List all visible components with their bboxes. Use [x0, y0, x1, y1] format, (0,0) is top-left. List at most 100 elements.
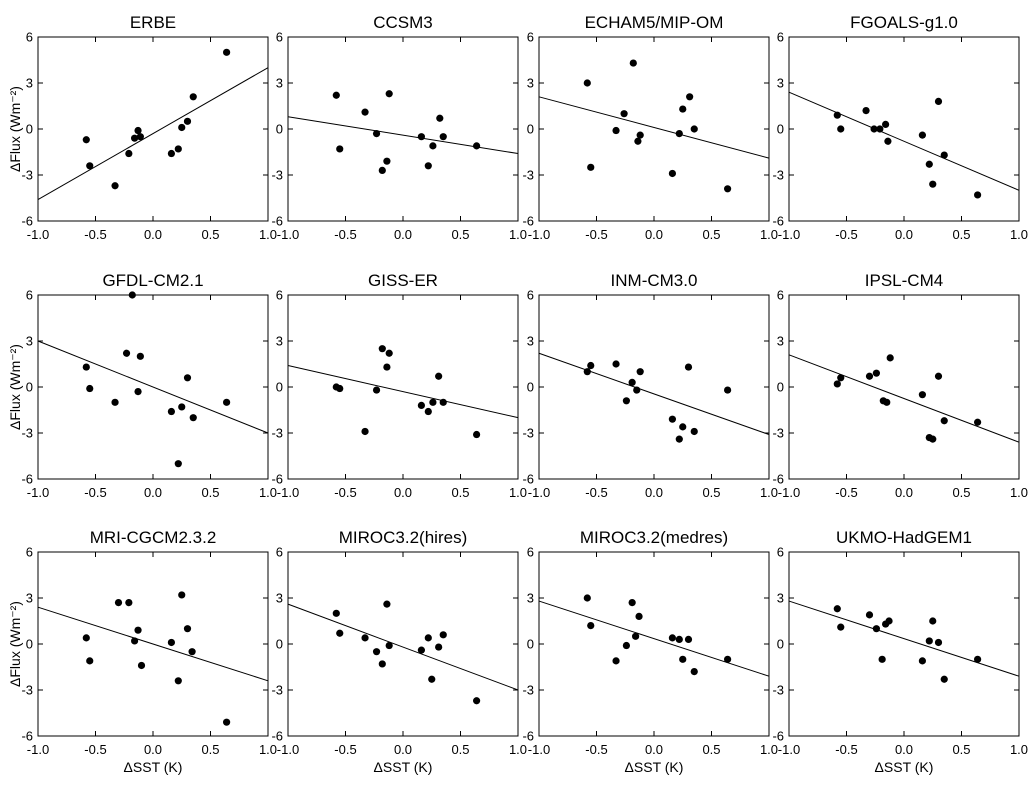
y-tick-label: 6: [527, 30, 534, 45]
panel-title: UKMO-HadGEM1: [836, 528, 972, 547]
x-tick-label: 1.0: [259, 227, 277, 242]
y-tick-label: 0: [26, 122, 33, 137]
data-point: [837, 125, 845, 133]
y-tick-label: 3: [527, 76, 534, 91]
plot-frame: [788, 36, 1020, 222]
data-point: [872, 625, 881, 633]
data-point: [435, 643, 443, 651]
y-tick-label: 6: [777, 30, 784, 45]
data-point: [884, 137, 892, 145]
y-tick-label: 0: [527, 637, 534, 652]
plot-frame: [287, 294, 519, 480]
data-point: [940, 417, 948, 425]
data-point: [865, 611, 874, 619]
x-tick-label: 0.5: [451, 227, 469, 242]
x-tick-label: -0.5: [585, 227, 607, 242]
x-tick-label: 0.5: [451, 485, 469, 500]
x-tick-label: 0.5: [952, 485, 970, 500]
data-point: [332, 609, 340, 617]
data-point: [918, 657, 927, 665]
data-point: [385, 641, 393, 650]
panel-title: ECHAM5/MIP-OM: [585, 13, 724, 32]
data-point: [636, 368, 644, 376]
x-tick-label: 0.5: [201, 742, 219, 757]
data-point: [189, 414, 197, 422]
x-tick-label: 0.5: [952, 742, 970, 757]
data-point: [872, 369, 881, 377]
x-tick-label: 0.5: [201, 485, 219, 500]
x-tick-label: 0.0: [645, 227, 663, 242]
data-point: [417, 133, 425, 141]
data-point: [336, 145, 344, 153]
x-tick-label: 1.0: [1010, 742, 1028, 757]
data-point: [82, 634, 90, 642]
y-tick-label: 0: [276, 380, 283, 395]
data-point: [428, 675, 436, 683]
y-tick-label: -3: [271, 168, 283, 183]
y-tick-label: -6: [522, 472, 534, 487]
data-point: [174, 460, 182, 468]
x-tick-label: 0.5: [702, 485, 720, 500]
plot-frame: [287, 551, 519, 737]
y-tick-label: -6: [21, 729, 33, 744]
data-point: [833, 380, 841, 388]
y-tick-label: -3: [21, 426, 33, 441]
data-point: [178, 123, 186, 132]
data-point: [934, 97, 943, 105]
y-tick-label: 0: [26, 637, 33, 652]
data-point: [883, 398, 891, 406]
data-point: [439, 398, 447, 406]
panel-3: FGOALS-g1.0 6 3 0 -3 -6-1.0 -0.5 0.0 0.5 1.0: [772, 13, 1028, 242]
y-tick-label: -6: [522, 214, 534, 229]
panel-7: IPSL-CM4 6 3 0 -3 -6-1.0 -0.5 0.0 0.5 1.0: [772, 271, 1028, 500]
data-point: [417, 646, 425, 654]
y-tick-label: 3: [26, 334, 33, 349]
x-tick-label: 1.0: [509, 485, 527, 500]
regression-line: [287, 365, 519, 419]
x-tick-label: 0.0: [144, 227, 162, 242]
plot-frame: [788, 294, 1020, 480]
data-point: [929, 435, 937, 443]
x-tick-label: 0.5: [702, 742, 720, 757]
data-point: [189, 93, 197, 101]
data-point: [974, 655, 982, 663]
y-tick-label: 6: [26, 545, 33, 560]
x-tick-label: -1.0: [277, 742, 299, 757]
plot-frame: [538, 551, 770, 737]
plot-frame: [788, 551, 1020, 737]
data-point: [690, 125, 698, 133]
x-tick-label: 1.0: [509, 227, 527, 242]
x-tick-label: -0.5: [585, 742, 607, 757]
data-point: [675, 435, 683, 443]
data-point: [136, 133, 144, 141]
y-tick-label: -6: [21, 214, 33, 229]
x-tick-label: 1.0: [1010, 485, 1028, 500]
panel-4: GFDL-CM2.1 6 3 0 -3 -6-1.0 -0.5 0.0 0.5 1.0 ΔFlux …: [7, 271, 277, 500]
data-point: [925, 637, 933, 645]
data-point: [183, 374, 192, 382]
y-axis-label: ΔFlux (Wm⁻²): [7, 344, 23, 430]
y-tick-label: -6: [772, 472, 784, 487]
x-tick-label: 0.0: [645, 485, 663, 500]
data-point: [885, 617, 893, 625]
y-tick-label: 6: [527, 545, 534, 560]
data-point: [86, 657, 94, 665]
panel-title: IPSL-CM4: [865, 271, 943, 290]
data-point: [82, 136, 90, 144]
x-tick-label: -0.5: [835, 485, 857, 500]
plot-frame: [287, 36, 519, 222]
data-point: [583, 368, 591, 376]
data-point: [837, 374, 845, 382]
y-axis-label: ΔFlux (Wm⁻²): [7, 601, 23, 687]
regression-line: [788, 354, 1020, 443]
data-point: [131, 134, 139, 142]
y-tick-label: 6: [777, 288, 784, 303]
x-tick-label: 0.0: [144, 485, 162, 500]
data-point: [439, 133, 447, 141]
data-point: [583, 594, 591, 602]
data-point: [125, 149, 133, 158]
y-tick-label: 6: [527, 288, 534, 303]
data-point: [128, 291, 136, 299]
y-tick-label: -3: [21, 168, 33, 183]
data-point: [668, 169, 677, 178]
